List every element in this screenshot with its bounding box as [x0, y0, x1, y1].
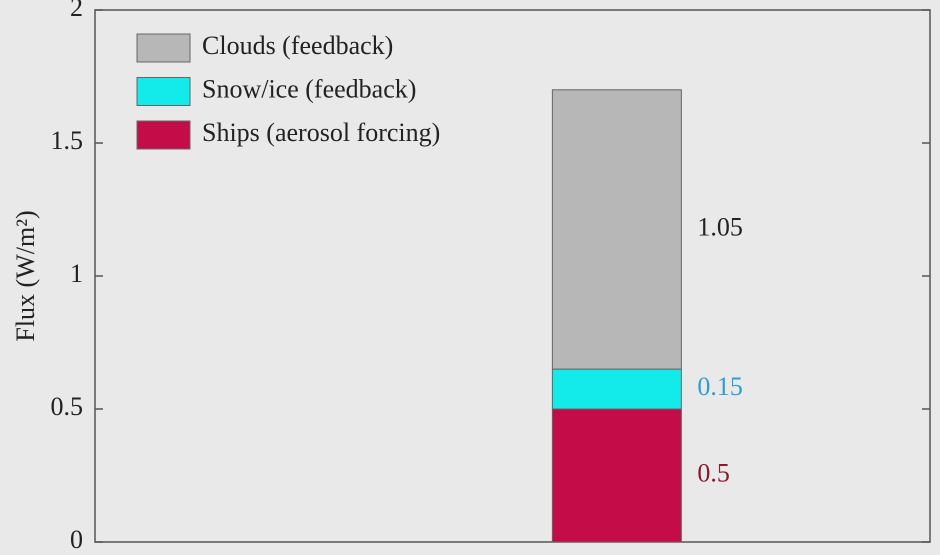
bar-segment — [551, 368, 682, 410]
legend-swatch — [136, 120, 191, 150]
legend-label: Ships (aerosol forcing) — [202, 118, 440, 147]
value-label: 0.15 — [697, 372, 743, 401]
legend-swatch — [136, 77, 191, 106]
y-tick-label: 1 — [70, 259, 83, 288]
y-tick-label: 0.5 — [51, 392, 84, 421]
value-label: 0.5 — [697, 458, 730, 487]
legend-label: Clouds (feedback) — [202, 31, 393, 60]
value-label: 1.05 — [697, 212, 743, 241]
legend-label: Snow/ice (feedback) — [202, 74, 416, 103]
y-tick-label: 0 — [70, 525, 83, 554]
y-tick-label: 1.5 — [51, 126, 84, 155]
y-axis-label: Flux (W/m²) — [11, 210, 40, 341]
bar-segment — [551, 408, 682, 543]
legend-swatch — [136, 33, 191, 63]
bar-segment — [551, 89, 682, 370]
y-tick-label: 2 — [70, 0, 83, 22]
